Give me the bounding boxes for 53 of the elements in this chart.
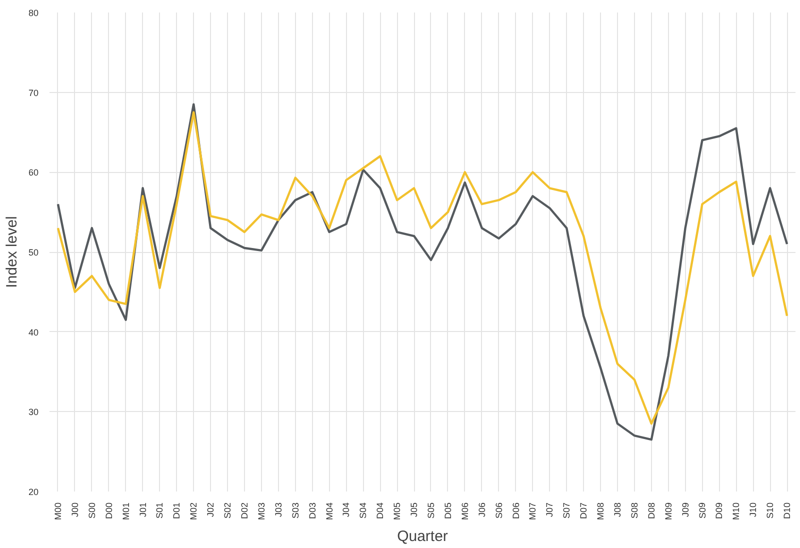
x-tick-label: M02 [188,502,199,520]
x-tick-label: D02 [239,502,250,520]
x-tick-label: S07 [562,502,572,519]
x-tick-label: J05 [409,502,420,518]
x-tick-label: J04 [341,502,352,518]
x-tick-label: S00 [86,502,97,519]
y-tick-label: 50 [28,248,39,258]
x-tick-label: J07 [544,502,555,518]
x-tick-label: D00 [104,502,114,520]
x-tick-label: D03 [307,502,318,520]
x-tick-label: S06 [494,502,504,519]
x-tick-label: M06 [460,502,470,520]
x-tick-label: M03 [256,502,266,520]
y-tick-label: 20 [28,487,39,497]
y-tick-label: 40 [28,327,39,338]
y-tick-label: 80 [28,8,39,18]
x-tick-label: M00 [52,502,63,520]
y-tick-label: 70 [28,88,39,98]
x-tick-label: J06 [476,502,487,518]
y-axis-title: Index level [3,216,20,288]
x-tick-label: S10 [765,502,776,519]
y-tick-label: 30 [28,407,39,418]
x-tick-label: S09 [697,502,708,519]
x-axis-title: Quarter [397,528,448,546]
x-tick-label: J09 [680,502,690,518]
x-tick-label: J00 [70,502,80,518]
x-tick-label: D09 [714,502,724,520]
x-tick-label: D10 [782,502,792,520]
x-tick-label: D01 [172,502,182,520]
x-tick-label: S02 [222,502,233,519]
x-tick-label: J02 [206,502,216,518]
x-tick-label: J10 [748,502,758,518]
x-tick-label: D04 [375,502,386,520]
x-tick-label: J08 [612,502,622,518]
x-tick-label: S05 [426,502,436,519]
x-tick-label: S04 [358,502,368,519]
x-tick-label: M01 [120,502,131,520]
y-tick-label: 60 [28,168,39,178]
x-tick-label: J03 [273,502,284,518]
x-tick-label: D08 [646,502,656,520]
x-tick-label: S01 [154,502,165,519]
x-tick-label: M04 [324,502,334,520]
x-tick-label: M08 [596,502,606,520]
x-tick-label: J01 [138,502,148,518]
x-tick-label: D07 [578,502,589,520]
x-tick-label: M09 [663,502,674,520]
x-tick-label: D05 [442,502,453,520]
x-tick-label: M05 [392,502,402,520]
x-tick-label: S08 [629,502,640,519]
x-tick-label: D06 [510,502,521,520]
x-tick-label: S03 [290,502,300,519]
x-tick-label: M07 [528,502,538,520]
x-tick-label: M10 [731,502,742,520]
